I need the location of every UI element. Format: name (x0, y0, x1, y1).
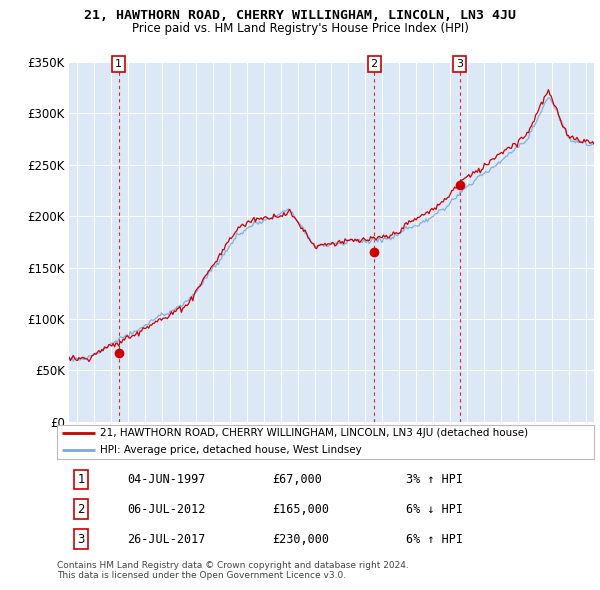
Text: 06-JUL-2012: 06-JUL-2012 (127, 503, 205, 516)
Text: Contains HM Land Registry data © Crown copyright and database right 2024.
This d: Contains HM Land Registry data © Crown c… (57, 560, 409, 580)
Text: 3: 3 (77, 533, 85, 546)
Text: 26-JUL-2017: 26-JUL-2017 (127, 533, 205, 546)
Text: 2: 2 (77, 503, 85, 516)
Text: £165,000: £165,000 (272, 503, 329, 516)
Text: £230,000: £230,000 (272, 533, 329, 546)
Text: HPI: Average price, detached house, West Lindsey: HPI: Average price, detached house, West… (100, 445, 362, 455)
Text: 6% ↓ HPI: 6% ↓ HPI (406, 503, 463, 516)
Text: 3% ↑ HPI: 3% ↑ HPI (406, 473, 463, 486)
Text: 3: 3 (456, 59, 463, 69)
Text: 1: 1 (115, 59, 122, 69)
Text: 04-JUN-1997: 04-JUN-1997 (127, 473, 205, 486)
Text: 6% ↑ HPI: 6% ↑ HPI (406, 533, 463, 546)
Text: Price paid vs. HM Land Registry's House Price Index (HPI): Price paid vs. HM Land Registry's House … (131, 22, 469, 35)
Text: 2: 2 (371, 59, 378, 69)
Text: 21, HAWTHORN ROAD, CHERRY WILLINGHAM, LINCOLN, LN3 4JU (detached house): 21, HAWTHORN ROAD, CHERRY WILLINGHAM, LI… (100, 428, 528, 438)
Text: 1: 1 (77, 473, 85, 486)
Text: £67,000: £67,000 (272, 473, 322, 486)
Text: 21, HAWTHORN ROAD, CHERRY WILLINGHAM, LINCOLN, LN3 4JU: 21, HAWTHORN ROAD, CHERRY WILLINGHAM, LI… (84, 9, 516, 22)
